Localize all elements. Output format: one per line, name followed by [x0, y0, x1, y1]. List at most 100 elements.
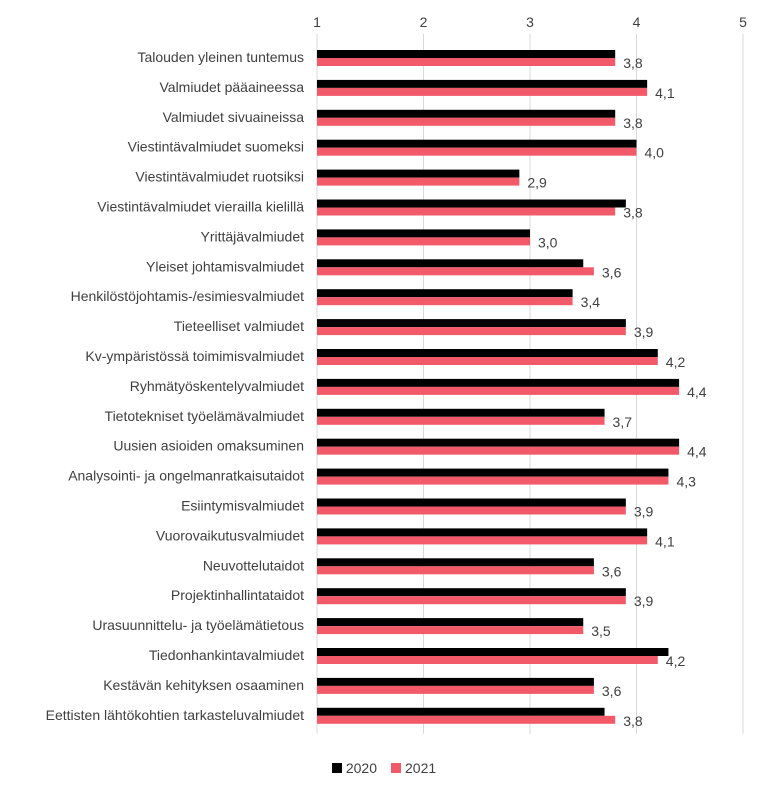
data-label: 4,0: [645, 145, 665, 161]
category-label: Eettisten lähtökohtien tarkasteluvalmiud…: [46, 707, 304, 723]
bar-2020: [317, 498, 626, 507]
x-tick-label-5: 5: [739, 14, 747, 30]
legend-swatch-2020: [331, 763, 342, 773]
bar-2021: [317, 386, 680, 395]
category-label: Valmiudet sivuaineissa: [163, 109, 305, 125]
category-label: Henkilöstöjohtamis-/esimiesvalmiudet: [71, 288, 305, 304]
bar-2020: [317, 50, 616, 58]
bar-2020: [317, 289, 573, 298]
legend-label-2020: 2020: [345, 760, 377, 776]
bar-2021: [317, 596, 626, 605]
bar-2020: [317, 259, 584, 268]
data-label: 3,4: [581, 294, 601, 310]
data-label: 3,7: [613, 414, 633, 430]
bar-2020: [317, 618, 584, 627]
legend-item-2020: 2020: [331, 760, 377, 776]
bar-2020: [317, 319, 626, 328]
bar-2021: [317, 566, 594, 575]
data-label: 4,1: [655, 85, 675, 101]
bar-2021: [317, 327, 626, 336]
category-label: Viestintävalmiudet vierailla kielillä: [97, 199, 304, 215]
category-label: Ryhmätyöskentelyvalmiudet: [130, 378, 304, 394]
bar-2021: [317, 297, 573, 306]
category-label: Urasuunnittelu- ja työelämätietous: [92, 617, 304, 633]
bar-2021: [317, 685, 594, 694]
data-label: 3,6: [602, 683, 622, 699]
data-label: 3,9: [634, 504, 654, 520]
bar-2020: [317, 349, 658, 357]
category-label: Esiintymisvalmiudet: [181, 498, 304, 514]
category-label: Kestävän kehityksen osaaminen: [103, 677, 304, 693]
bar-2021: [317, 446, 680, 455]
bar-2021: [317, 177, 520, 186]
horizontal-bar-chart: 1 2 3 4 5 Talouden yleinen tuntemus 3,8 Valmiud…: [46, 14, 747, 734]
category-label: Neuvottelutaidot: [203, 557, 304, 573]
legend-item-2021: 2021: [391, 760, 436, 776]
data-label: 3,8: [623, 205, 643, 221]
bar-2021: [317, 357, 658, 365]
legend: 2020 2021: [0, 760, 768, 776]
bar-2020: [317, 588, 626, 597]
data-label: 4,2: [666, 653, 686, 669]
category-label: Kv-ympäristössä toimimisvalmiudet: [85, 348, 304, 364]
bar-2021: [317, 476, 669, 485]
category-label: Yrittäjävalmiudet: [201, 228, 305, 244]
bar-2020: [317, 139, 637, 148]
data-label: 3,8: [623, 115, 643, 131]
x-tick-label-2: 2: [420, 14, 428, 30]
bar-2021: [317, 267, 594, 276]
data-label: 3,5: [591, 623, 611, 639]
bar-2021: [317, 117, 616, 126]
category-label: Vuorovaikutusvalmiudet: [156, 527, 304, 543]
data-label: 3,6: [602, 563, 622, 579]
bar-2020: [317, 438, 680, 447]
bar-2020: [317, 528, 648, 537]
bar-2021: [317, 506, 626, 515]
x-tick-label-3: 3: [526, 14, 534, 30]
data-label: 3,8: [623, 55, 643, 71]
data-label: 3,9: [634, 324, 654, 340]
bar-2020: [317, 229, 530, 238]
category-label: Valmiudet pääaineessa: [159, 79, 304, 95]
bar-2020: [317, 109, 616, 118]
category-label: Talouden yleinen tuntemus: [137, 49, 304, 65]
bar-2020: [317, 648, 669, 656]
bar-2021: [317, 656, 658, 664]
data-label: 4,4: [687, 384, 707, 400]
bar-2021: [317, 416, 605, 425]
category-label: Tiedonhankintavalmiudet: [149, 647, 304, 663]
bar-2021: [317, 87, 648, 96]
category-label: Projektinhallintataidot: [171, 587, 304, 603]
x-tick-label-4: 4: [633, 14, 641, 30]
bar-2021: [317, 237, 530, 246]
x-tick-label-1: 1: [313, 14, 321, 30]
data-label: 4,1: [655, 533, 675, 549]
data-label: 4,2: [666, 354, 686, 370]
bar-2021: [317, 58, 616, 66]
bar-2020: [317, 558, 594, 567]
bar-2020: [317, 468, 669, 477]
legend-label-2021: 2021: [405, 760, 437, 776]
bar-2021: [317, 147, 637, 156]
category-label: Viestintävalmiudet suomeksi: [128, 139, 304, 155]
bar-2020: [317, 199, 626, 208]
legend-swatch-2021: [391, 763, 401, 773]
bar-2021: [317, 715, 616, 724]
data-label: 2,9: [527, 175, 547, 191]
data-label: 4,4: [687, 444, 707, 460]
bar-2021: [317, 207, 616, 216]
data-label: 3,0: [538, 234, 558, 250]
data-label: 4,3: [676, 474, 696, 490]
category-label: Tietotekniset työelämävalmiudet: [105, 408, 305, 424]
data-label: 3,8: [623, 713, 643, 729]
bar-2020: [317, 677, 594, 686]
bar-2020: [317, 79, 648, 88]
bar-2021: [317, 626, 584, 635]
category-label: Viestintävalmiudet ruotsiksi: [135, 169, 304, 185]
bar-2020: [317, 707, 605, 716]
category-label: Analysointi- ja ongelmanratkaisutaidot: [68, 468, 304, 484]
bar-2020: [317, 408, 605, 417]
category-label: Tieteelliset valmiudet: [174, 318, 304, 334]
category-label: Uusien asioiden omaksuminen: [113, 438, 304, 454]
